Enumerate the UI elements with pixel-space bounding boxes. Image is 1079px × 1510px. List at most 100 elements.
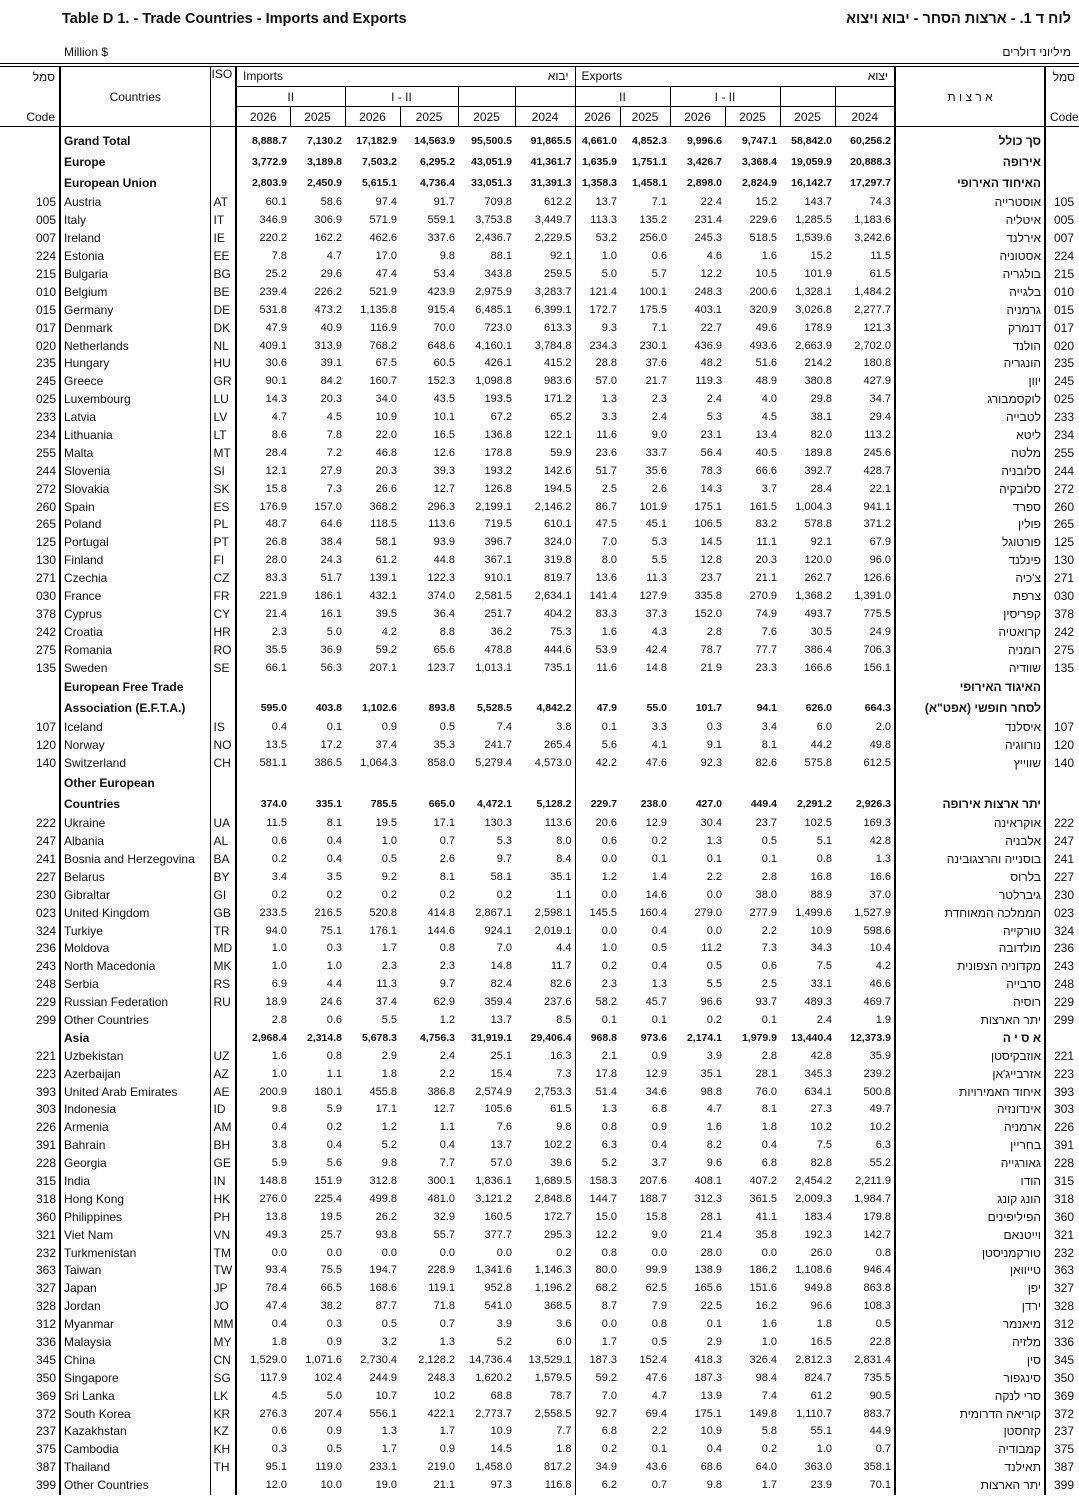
imports-value: 4.4 xyxy=(326,978,342,991)
imports-value: 33,051.3 xyxy=(471,177,512,189)
iso-code: MK xyxy=(209,957,236,976)
imports-value: 36.2 xyxy=(490,625,512,638)
imports-value: 0.4 xyxy=(235,1118,290,1137)
exports-value: 76.0 xyxy=(755,1085,777,1098)
exports-value: 0.6 xyxy=(651,250,667,263)
imports-value: 93.4 xyxy=(235,1261,290,1280)
country-name: Serbia xyxy=(59,975,210,994)
country-name: Spain xyxy=(59,498,210,517)
iso-code xyxy=(209,698,236,720)
imports-value: 3.9 xyxy=(496,1318,512,1331)
imports-value: 122.1 xyxy=(543,429,572,442)
table-row: 232 Turkmenistan TM 0.0 0.0 0.0 0.0 0.0 0.2 0.8 0.… xyxy=(0,1244,1079,1262)
imports-value: 10.7 xyxy=(375,1389,397,1402)
imports-value: 220.2 xyxy=(235,229,290,248)
exports-value: 0.8 xyxy=(875,1246,891,1259)
imports-value: 404.2 xyxy=(543,607,572,620)
imports-value: 178.8 xyxy=(484,446,512,459)
country-name-hebrew: פולין xyxy=(894,516,1046,534)
imports-value: 2,436.7 xyxy=(475,232,512,245)
exports-value: 121.4 xyxy=(574,283,620,302)
table-group-row: Asia 2,968.4 2,314.8 5,678.3 4,756.3 31,919.1… xyxy=(0,1029,1079,1048)
country-code: 226 xyxy=(35,1120,56,1135)
imports-value: 160.5 xyxy=(484,1210,512,1223)
country-code-right: 265 xyxy=(1054,517,1075,532)
imports-value: 1.0 xyxy=(381,835,397,848)
imports-value: 56.3 xyxy=(320,661,342,674)
exports-value: 22.4 xyxy=(700,196,722,209)
exports-value: 44.9 xyxy=(869,1425,891,1438)
imports-value: 0.6 xyxy=(235,1423,290,1441)
exports-value: 634.1 xyxy=(804,1085,832,1098)
imports-value: 1,013.1 xyxy=(475,661,512,674)
exports-value: 145.5 xyxy=(574,904,620,923)
country-code-right xyxy=(1045,677,1079,698)
exports-value xyxy=(620,677,670,698)
table-row: 318 Hong Kong HK 276.0 225.4 499.8 481.0 3,121.… xyxy=(0,1190,1079,1209)
country-code-right: 360 xyxy=(1054,1209,1075,1224)
imports-value: 1,064.3 xyxy=(360,757,397,770)
empty-cell xyxy=(834,86,896,107)
exports-value: 142.7 xyxy=(863,1228,891,1241)
exports-value: 2,009.3 xyxy=(795,1192,832,1205)
country-code-right: 387 xyxy=(1054,1460,1075,1475)
table-row: 125 Portugal PT 26.8 38.4 58.1 93.9 396.7 324.0 7… xyxy=(0,533,1079,552)
imports-value: 70.0 xyxy=(433,321,455,334)
exports-value: 13.6 xyxy=(574,569,620,588)
exports-value: 42.4 xyxy=(645,643,667,656)
country-name-hebrew: קזחסטן xyxy=(894,1423,1046,1441)
imports-value: 60.5 xyxy=(433,357,455,370)
imports-value: 14.8 xyxy=(490,960,512,973)
imports-value: 38.2 xyxy=(320,1300,342,1313)
country-name: Greece xyxy=(59,372,210,391)
imports-value: 216.5 xyxy=(314,906,342,919)
imports-value: 521.9 xyxy=(369,285,397,298)
country-code-right xyxy=(1045,1029,1079,1047)
iso-code: EE xyxy=(209,247,236,266)
exports-value: 248.3 xyxy=(694,285,722,298)
iso-code xyxy=(209,677,236,699)
exports-value: 3.3 xyxy=(651,721,667,734)
country-name: Cyprus xyxy=(59,605,210,624)
imports-value: 0.9 xyxy=(326,1335,342,1348)
iso-code: FI xyxy=(209,551,236,570)
iso-code: BA xyxy=(209,850,236,869)
country-name-hebrew: סין xyxy=(894,1351,1046,1370)
imports-value: 91.7 xyxy=(433,196,455,209)
exports-value: 41.1 xyxy=(755,1210,777,1223)
exports-value: 0.2 xyxy=(651,835,667,848)
table-row: 235 Hungary HU 30.6 39.1 67.5 60.5 426.1 415.2 28… xyxy=(0,355,1079,373)
iso-code xyxy=(209,1029,236,1048)
exports-value: 5.1 xyxy=(816,835,832,848)
exports-value: 11.6 xyxy=(574,426,620,445)
imports-value: 26.8 xyxy=(235,533,290,552)
exports-value: 5.8 xyxy=(761,1425,777,1438)
exports-value: 34.3 xyxy=(810,942,832,955)
exports-value: 22.1 xyxy=(869,482,891,495)
iso-code: GR xyxy=(209,372,236,391)
imports-value: 0.7 xyxy=(439,1318,455,1331)
iso-code: CZ xyxy=(209,569,236,588)
imports-value: 2.3 xyxy=(439,960,455,973)
exports-value: 9.0 xyxy=(651,429,667,442)
imports-value: 5,128.2 xyxy=(536,797,572,810)
country-code: 130 xyxy=(35,553,56,568)
table-row: 023 United Kingdom GB 233.5 216.5 520.8 414.8 2… xyxy=(0,904,1079,923)
imports-value: 176.1 xyxy=(369,924,397,937)
exports-value: 2.2 xyxy=(651,1425,667,1438)
imports-value: 2,558.5 xyxy=(534,1407,572,1420)
table-row: 387 Thailand TH 95.1 119.0 233.1 219.0 1,458.0 8… xyxy=(0,1458,1079,1477)
exports-value: 664.3 xyxy=(864,702,891,715)
imports-value: 3.4 xyxy=(235,868,290,887)
table-row: 030 France FR 221.9 186.1 432.1 374.0 2,581.5 2,… xyxy=(0,587,1079,606)
country-code-right xyxy=(1045,773,1079,794)
imports-value: 113.6 xyxy=(428,518,455,531)
imports-value: 423.9 xyxy=(427,285,455,298)
country-code-right: 226 xyxy=(1054,1120,1075,1135)
imports-value: 87.7 xyxy=(375,1300,397,1313)
country-name: Norway xyxy=(59,736,210,755)
imports-value: 39.5 xyxy=(375,607,397,620)
imports-value: 152.3 xyxy=(427,375,455,388)
exports-value: 0.2 xyxy=(706,1013,722,1026)
table-row: 242 Croatia HR 2.3 5.0 4.2 8.8 36.2 75.3 1.6 4.3 2.… xyxy=(0,623,1079,642)
